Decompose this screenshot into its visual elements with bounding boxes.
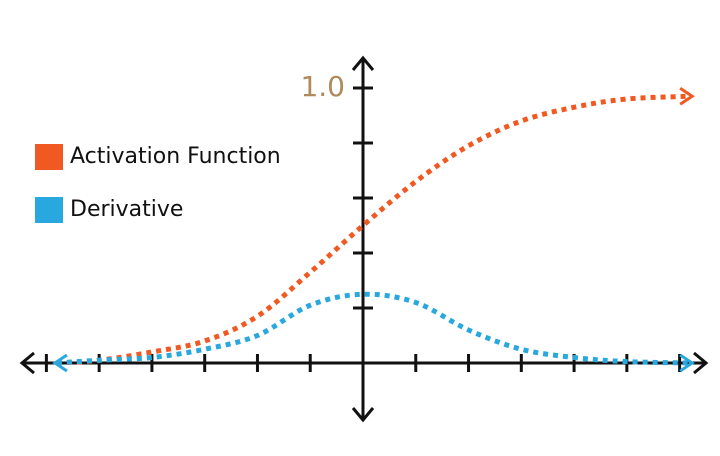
legend-swatch <box>35 197 63 223</box>
x-axis-arrow <box>19 351 35 375</box>
line-arrow <box>679 353 695 373</box>
legend-label: Derivative <box>70 197 183 222</box>
line-arrow <box>679 87 695 106</box>
line-arrow <box>52 353 68 373</box>
axes <box>19 55 709 423</box>
x-axis-arrow <box>693 351 709 375</box>
y-tick-label: 1.0 <box>300 70 345 103</box>
y-axis-arrow <box>351 55 375 71</box>
legend-label: Activation Function <box>70 144 281 169</box>
series-line <box>56 93 691 366</box>
legend-swatch <box>35 144 63 170</box>
y-axis-arrow <box>351 407 375 423</box>
series-line <box>56 291 691 366</box>
